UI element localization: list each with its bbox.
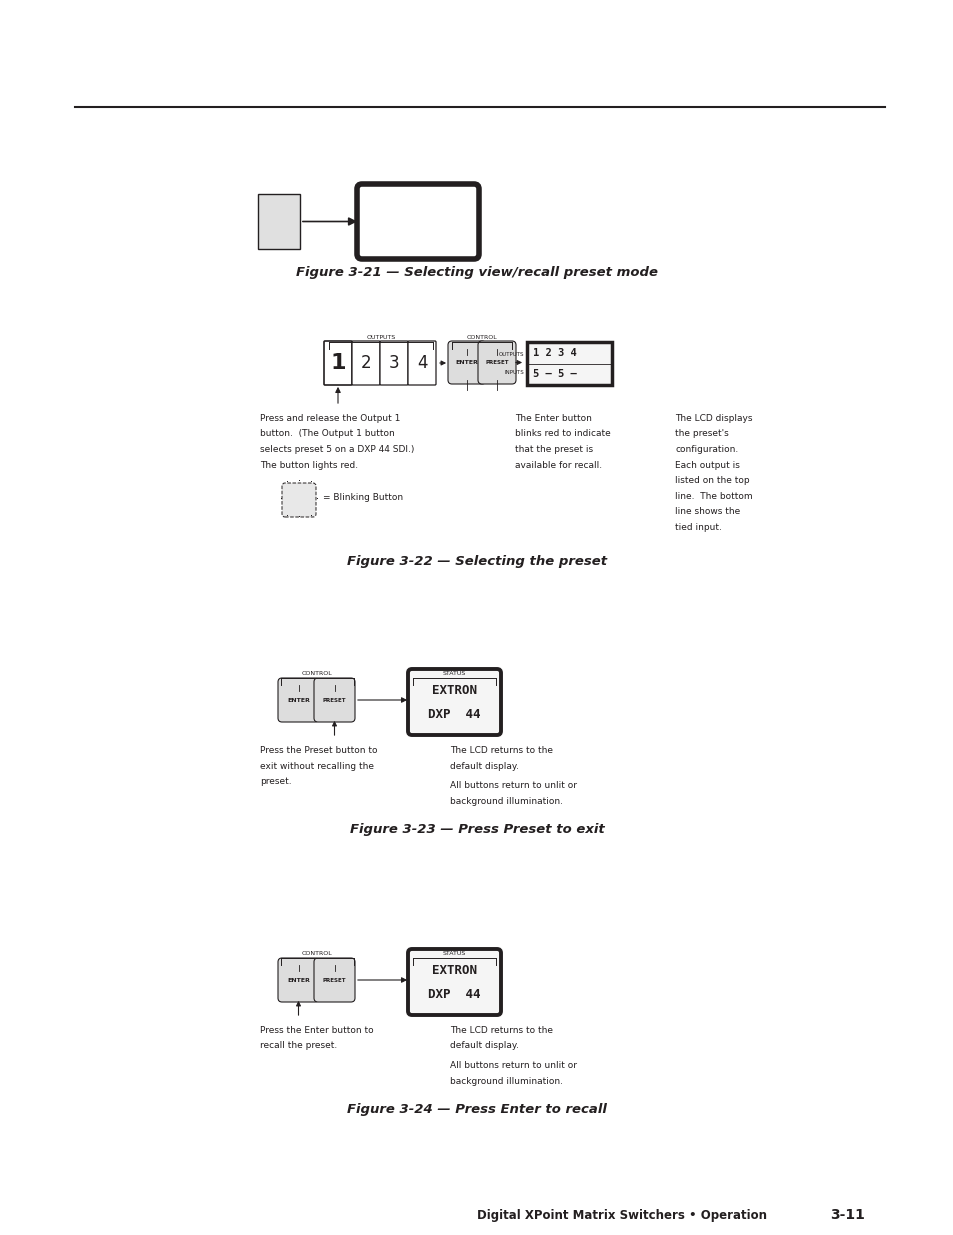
FancyBboxPatch shape — [277, 958, 318, 1002]
Text: PRESET: PRESET — [322, 977, 346, 983]
Text: ENTER: ENTER — [456, 359, 478, 366]
Text: line.  The bottom: line. The bottom — [675, 492, 752, 500]
Text: The Enter button: The Enter button — [515, 414, 591, 424]
Text: PRESET: PRESET — [322, 698, 346, 703]
Text: The LCD displays: The LCD displays — [675, 414, 752, 424]
FancyBboxPatch shape — [324, 341, 352, 385]
Text: OUTPUTS: OUTPUTS — [498, 352, 523, 357]
Text: STATUS: STATUS — [442, 671, 466, 676]
Text: Press the Preset button to: Press the Preset button to — [260, 746, 377, 755]
Text: default display.: default display. — [450, 762, 518, 771]
Text: CONTROL: CONTROL — [466, 335, 497, 340]
Text: line shows the: line shows the — [675, 508, 740, 516]
FancyBboxPatch shape — [282, 483, 315, 517]
Text: Figure 3-24 — Press Enter to recall: Figure 3-24 — Press Enter to recall — [347, 1103, 606, 1116]
Text: EXTRON: EXTRON — [432, 963, 476, 977]
Text: DXP  44: DXP 44 — [428, 988, 480, 1002]
Text: 1 2 3 4: 1 2 3 4 — [533, 348, 577, 358]
Text: ENTER: ENTER — [287, 977, 310, 983]
Text: INPUTS: INPUTS — [504, 370, 523, 375]
Text: Digital XPoint Matrix Switchers • Operation: Digital XPoint Matrix Switchers • Operat… — [476, 1209, 766, 1221]
Text: Figure 3-22 — Selecting the preset: Figure 3-22 — Selecting the preset — [347, 556, 606, 568]
Text: Press and release the Output 1: Press and release the Output 1 — [260, 414, 400, 424]
Text: Press the Enter button to: Press the Enter button to — [260, 1026, 374, 1035]
FancyBboxPatch shape — [408, 948, 500, 1015]
Text: 3: 3 — [388, 354, 399, 372]
Text: tied input.: tied input. — [675, 522, 721, 531]
FancyBboxPatch shape — [356, 184, 478, 259]
FancyBboxPatch shape — [526, 342, 612, 385]
FancyBboxPatch shape — [314, 678, 355, 722]
Text: CONTROL: CONTROL — [302, 951, 333, 956]
Text: 4: 4 — [416, 354, 427, 372]
Text: the preset's: the preset's — [675, 430, 728, 438]
Text: 3-11: 3-11 — [829, 1208, 864, 1221]
Text: configuration.: configuration. — [675, 445, 738, 454]
FancyBboxPatch shape — [314, 958, 355, 1002]
Text: background illumination.: background illumination. — [450, 1077, 562, 1086]
Text: 5 – 5 –: 5 – 5 – — [533, 369, 577, 379]
FancyBboxPatch shape — [408, 669, 500, 735]
Text: that the preset is: that the preset is — [515, 445, 593, 454]
FancyBboxPatch shape — [352, 341, 379, 385]
FancyBboxPatch shape — [477, 341, 516, 384]
Text: Figure 3-23 — Press Preset to exit: Figure 3-23 — Press Preset to exit — [349, 823, 604, 836]
Text: recall the preset.: recall the preset. — [260, 1041, 337, 1051]
Text: CONTROL: CONTROL — [302, 671, 333, 676]
Text: All buttons return to unlit or: All buttons return to unlit or — [450, 781, 577, 790]
Text: preset.: preset. — [260, 777, 292, 785]
Text: ENTER: ENTER — [287, 698, 310, 703]
Text: exit without recalling the: exit without recalling the — [260, 762, 374, 771]
Text: Figure 3-21 — Selecting view/recall preset mode: Figure 3-21 — Selecting view/recall pres… — [295, 266, 658, 279]
Text: = Blinking Button: = Blinking Button — [323, 493, 403, 501]
Text: The LCD returns to the: The LCD returns to the — [450, 1026, 553, 1035]
Text: STATUS: STATUS — [442, 951, 466, 956]
FancyBboxPatch shape — [408, 341, 436, 385]
FancyBboxPatch shape — [257, 194, 299, 249]
Text: blinks red to indicate: blinks red to indicate — [515, 430, 610, 438]
Text: listed on the top: listed on the top — [675, 475, 749, 485]
Text: PRESET: PRESET — [485, 359, 508, 366]
Text: selects preset 5 on a DXP 44 SDI.): selects preset 5 on a DXP 44 SDI.) — [260, 445, 414, 454]
FancyBboxPatch shape — [448, 341, 485, 384]
Text: available for recall.: available for recall. — [515, 461, 601, 469]
Text: default display.: default display. — [450, 1041, 518, 1051]
Text: button.  (The Output 1 button: button. (The Output 1 button — [260, 430, 395, 438]
Text: DXP  44: DXP 44 — [428, 708, 480, 721]
Text: All buttons return to unlit or: All buttons return to unlit or — [450, 1061, 577, 1070]
FancyBboxPatch shape — [379, 341, 408, 385]
Text: 2: 2 — [360, 354, 371, 372]
Text: EXTRON: EXTRON — [432, 684, 476, 697]
Text: background illumination.: background illumination. — [450, 797, 562, 805]
Text: Each output is: Each output is — [675, 461, 740, 469]
Text: The LCD returns to the: The LCD returns to the — [450, 746, 553, 755]
Text: OUTPUTS: OUTPUTS — [366, 335, 395, 340]
Text: The button lights red.: The button lights red. — [260, 461, 357, 469]
FancyBboxPatch shape — [277, 678, 318, 722]
Text: 1: 1 — [330, 353, 345, 373]
